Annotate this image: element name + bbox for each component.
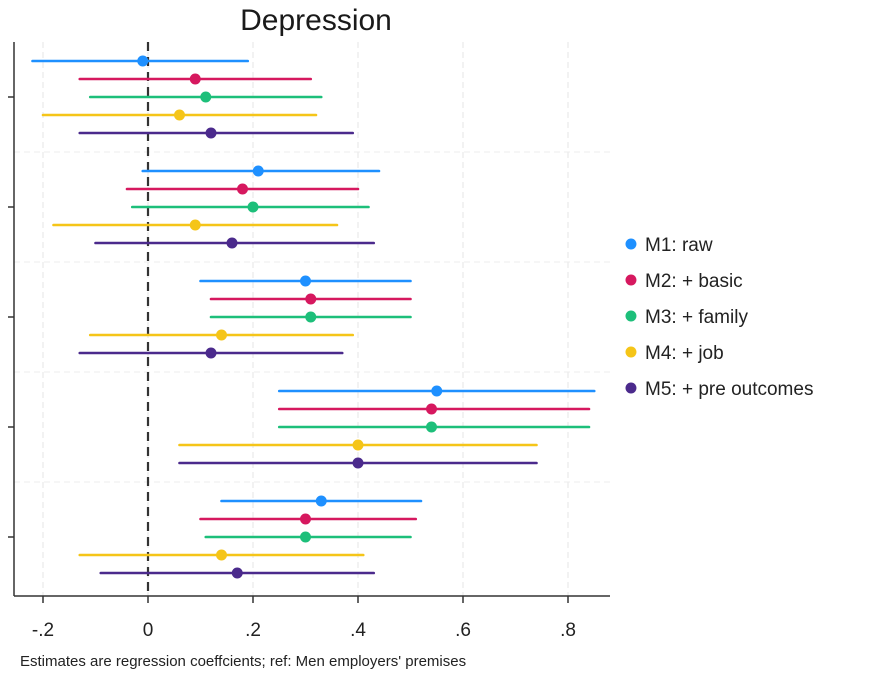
point-estimate	[431, 385, 443, 397]
legend-marker	[625, 274, 637, 286]
point-estimate	[205, 127, 217, 139]
point-estimate	[205, 347, 217, 359]
legend-marker	[625, 310, 637, 322]
point-estimate	[226, 237, 238, 249]
legend-marker	[625, 238, 637, 250]
point-estimate	[315, 495, 327, 507]
legend-label: M4: + job	[645, 343, 724, 364]
point-estimate	[237, 183, 248, 195]
x-tick-label: .6	[455, 620, 471, 641]
point-estimate	[252, 165, 264, 177]
x-tick-label: -.2	[32, 620, 54, 641]
x-axis: -.2 0 .2 .4 .6 .8	[32, 596, 576, 641]
point-estimate	[300, 275, 311, 287]
point-estimate	[305, 311, 317, 323]
legend-label: M5: + pre outcomes	[645, 379, 813, 400]
y-axis-ticks	[8, 96, 14, 538]
point-estimate	[216, 329, 227, 341]
point-estimate	[426, 403, 437, 415]
x-tick-label: .8	[560, 620, 576, 641]
point-estimate	[231, 567, 243, 579]
point-estimate	[189, 73, 201, 85]
legend-label: M3: + family	[645, 307, 748, 328]
point-estimate	[352, 457, 364, 469]
point-estimate	[216, 549, 227, 561]
legend-marker	[625, 382, 637, 394]
chart-note: Estimates are regression coeffcients; re…	[20, 653, 466, 670]
legend-marker	[625, 346, 637, 358]
point-estimate	[300, 513, 311, 525]
point-estimate	[189, 219, 201, 231]
point-estimate	[305, 293, 317, 305]
x-tick-label: .4	[350, 620, 366, 641]
x-tick-label: 0	[143, 620, 154, 641]
estimates	[31, 55, 596, 579]
point-estimate	[426, 421, 437, 433]
point-estimate	[352, 439, 364, 451]
legend: M1: raw M2: + basic M3: + family M4: + job M…	[625, 235, 813, 400]
point-estimate	[174, 109, 185, 121]
chart-title: Depression	[240, 4, 392, 37]
point-estimate	[247, 201, 259, 213]
point-estimate	[300, 531, 311, 543]
legend-label: M1: raw	[645, 235, 713, 256]
legend-label: M2: + basic	[645, 271, 743, 292]
point-estimate	[200, 91, 212, 103]
x-tick-label: .2	[245, 620, 261, 641]
point-estimate	[137, 55, 149, 67]
